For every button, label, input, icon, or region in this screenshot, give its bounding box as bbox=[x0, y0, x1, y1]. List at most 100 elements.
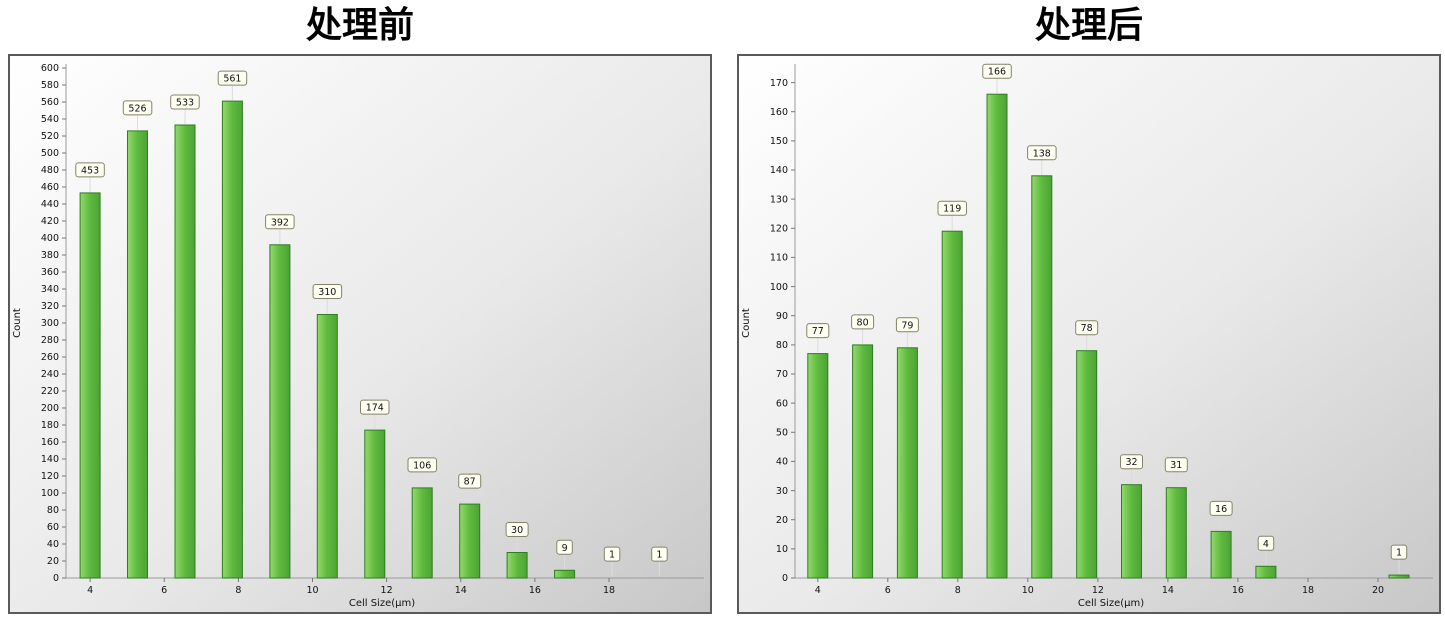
y-tick-label: 600 bbox=[41, 63, 59, 74]
chart-panel-before: 0 20 40 60 80 100 120 140 160 180 200 220 240 260 280 3… bbox=[8, 53, 712, 614]
y-tick-label: 100 bbox=[41, 488, 59, 499]
x-tick-label: 18 bbox=[603, 585, 615, 596]
bar bbox=[1076, 349, 1098, 579]
chart-title-after: 处理后 bbox=[1034, 5, 1143, 46]
bar bbox=[411, 486, 433, 579]
y-tick-label: 10 bbox=[776, 544, 788, 555]
bar bbox=[1121, 483, 1142, 579]
y-tick-label: 100 bbox=[770, 281, 788, 292]
y-tick-label: 90 bbox=[776, 310, 788, 321]
bar-value-box bbox=[806, 322, 830, 338]
y-tick-label: 480 bbox=[41, 165, 59, 176]
bar-value-label: 16 bbox=[1215, 503, 1227, 514]
bar-value-box bbox=[982, 63, 1012, 79]
bar-value-box bbox=[1027, 144, 1057, 160]
bar-value-label: 1 bbox=[1396, 547, 1402, 558]
bar bbox=[506, 551, 528, 579]
bar bbox=[1210, 530, 1232, 579]
y-tick-label: 180 bbox=[41, 420, 59, 431]
x-tick-label: 16 bbox=[529, 585, 541, 596]
y-tick-label: 560 bbox=[41, 97, 59, 108]
bar-value-label: 453 bbox=[81, 165, 99, 176]
x-tick-label: 18 bbox=[1302, 585, 1314, 596]
bar-value-label: 4 bbox=[1263, 538, 1269, 549]
x-tick-label: 10 bbox=[306, 585, 318, 596]
bar-value-box bbox=[360, 399, 390, 415]
bar-value-box bbox=[556, 539, 573, 555]
y-tick-label: 60 bbox=[47, 522, 59, 533]
y-tick-label: 140 bbox=[770, 165, 788, 176]
x-tick-label: 20 bbox=[1372, 585, 1384, 596]
bar-value-label: 9 bbox=[562, 542, 568, 553]
y-tick-label: 320 bbox=[41, 301, 59, 312]
y-tick-label: 30 bbox=[776, 485, 788, 496]
x-tick-label: 12 bbox=[1092, 585, 1104, 596]
x-axis-label: Cell Size(μm) bbox=[1078, 598, 1144, 609]
y-tick-label: 300 bbox=[41, 318, 59, 329]
bar-value-box bbox=[651, 546, 668, 562]
bar-value-box bbox=[407, 456, 437, 472]
bar-value-label: 310 bbox=[318, 287, 336, 298]
bar bbox=[554, 569, 576, 579]
y-tick-label: 20 bbox=[776, 514, 788, 525]
bar-value-label: 30 bbox=[511, 525, 523, 536]
y-tick-label: 460 bbox=[41, 182, 59, 193]
bar-value-box bbox=[458, 473, 482, 489]
bar bbox=[459, 503, 481, 579]
bar-value-label: 80 bbox=[857, 317, 869, 328]
bar-value-box bbox=[312, 283, 343, 299]
chart-block-after: 处理后 0 10 20 30 40 50 60 70 80 90 100 110 120 130 140 15… bbox=[737, 4, 1441, 644]
chart-title-before: 处理前 bbox=[305, 5, 414, 46]
bar-value-box bbox=[1164, 456, 1188, 472]
y-tick-label: 580 bbox=[41, 80, 59, 91]
bar-value-box bbox=[1257, 535, 1275, 551]
y-tick-label: 240 bbox=[41, 369, 59, 380]
bar-value-label: 533 bbox=[176, 97, 194, 108]
bar-value-box bbox=[1209, 500, 1233, 516]
x-tick-label: 6 bbox=[885, 585, 891, 596]
bar bbox=[807, 352, 829, 579]
y-tick-label: 280 bbox=[41, 335, 59, 346]
x-tick-label: 4 bbox=[815, 585, 821, 596]
bar-value-label: 526 bbox=[128, 103, 146, 114]
bar-value-box bbox=[265, 213, 295, 229]
y-tick-label: 160 bbox=[770, 106, 788, 117]
y-tick-label: 20 bbox=[47, 556, 59, 567]
y-tick-label: 0 bbox=[782, 573, 788, 584]
bar-value-box bbox=[1075, 319, 1099, 335]
x-tick-label: 16 bbox=[1232, 585, 1244, 596]
bar bbox=[1255, 565, 1277, 579]
bar-value-box bbox=[170, 94, 200, 110]
bar-value-box bbox=[937, 200, 967, 216]
y-tick-label: 80 bbox=[47, 505, 59, 516]
bar-value-label: 174 bbox=[366, 402, 384, 413]
y-tick-label: 400 bbox=[41, 233, 59, 244]
bar bbox=[1388, 574, 1410, 579]
bar-value-label: 77 bbox=[812, 326, 824, 337]
bar-value-box bbox=[1390, 544, 1408, 560]
x-tick-label: 8 bbox=[955, 585, 961, 596]
bar-value-label: 1 bbox=[609, 549, 615, 560]
bar bbox=[364, 429, 386, 579]
bar-value-box bbox=[895, 316, 919, 332]
bar-value-label: 561 bbox=[223, 73, 241, 84]
bar-value-box bbox=[851, 313, 875, 329]
chart-canvas: 0 20 40 60 80 100 120 140 160 180 200 220 240 260 280 3… bbox=[8, 53, 712, 614]
x-tick-label: 14 bbox=[455, 585, 467, 596]
chart-canvas: 0102030405060708090100110120130140150160… bbox=[737, 53, 1441, 614]
bar bbox=[316, 313, 338, 579]
y-axis-label: Count bbox=[12, 308, 23, 338]
bar-value-label: 166 bbox=[988, 66, 1006, 77]
y-tick-label: 420 bbox=[41, 216, 59, 227]
bar bbox=[896, 346, 918, 579]
y-tick-label: 170 bbox=[770, 77, 788, 88]
y-tick-label: 380 bbox=[41, 250, 59, 261]
y-tick-label: 120 bbox=[770, 223, 788, 234]
x-tick-label: 6 bbox=[161, 585, 167, 596]
y-tick-label: 440 bbox=[41, 199, 59, 210]
y-tick-label: 340 bbox=[41, 284, 59, 295]
bar-value-box bbox=[603, 546, 621, 562]
bar bbox=[174, 124, 196, 579]
y-tick-label: 160 bbox=[41, 437, 59, 448]
